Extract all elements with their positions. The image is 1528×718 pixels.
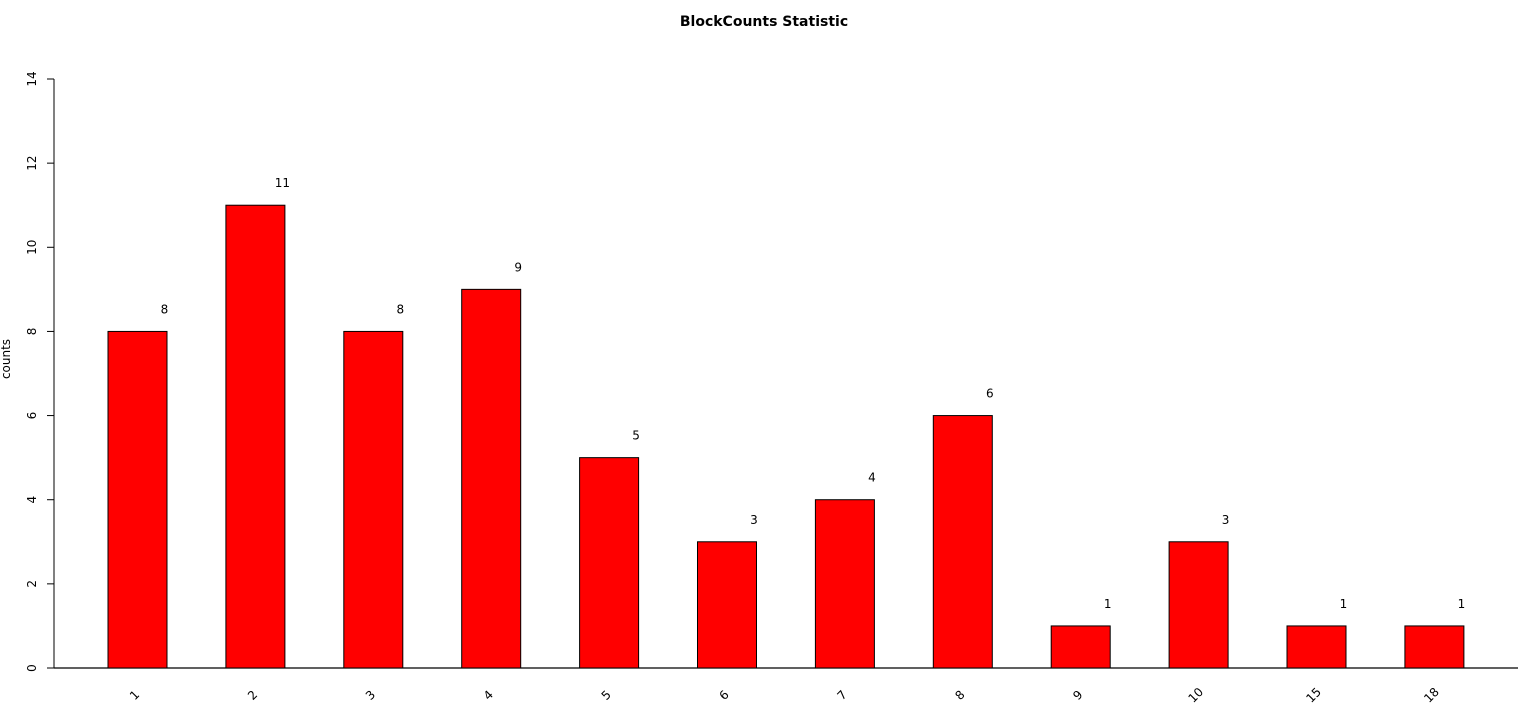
x-tick-label: 15: [1303, 685, 1324, 706]
x-tick-label: 9: [1070, 688, 1085, 703]
bar: [225, 204, 286, 669]
bar: [579, 457, 640, 669]
bars-group: [107, 204, 1465, 669]
data-label: 1: [1458, 597, 1466, 611]
bar: [343, 330, 404, 669]
x-tick-label: 7: [834, 688, 849, 703]
data-label: 8: [161, 302, 169, 316]
data-label: 3: [750, 513, 758, 527]
data-label: 4: [868, 471, 876, 485]
y-tick-label: 8: [25, 328, 39, 336]
x-tick-label: 18: [1421, 685, 1442, 706]
x-tick-label: 5: [599, 688, 614, 703]
x-tick-label: 8: [952, 688, 967, 703]
chart-title: BlockCounts Statistic: [679, 14, 849, 30]
data-label: 11: [275, 176, 290, 190]
bar: [107, 330, 168, 669]
y-axis-label: counts: [0, 339, 13, 379]
data-label: 5: [632, 429, 640, 443]
x-tick-label: 3: [363, 688, 378, 703]
bar: [1286, 625, 1347, 669]
bar: [1168, 541, 1229, 669]
y-tick-label: 6: [25, 412, 39, 420]
x-tick-label: 10: [1185, 685, 1206, 706]
x-tick-label: 4: [481, 688, 496, 703]
y-tick-label: 4: [25, 496, 39, 504]
bar: [1050, 625, 1111, 669]
bar: [814, 499, 875, 669]
y-axis: 0 2 4 6 8 10 12 14: [25, 71, 55, 672]
y-tick-label: 12: [25, 156, 39, 171]
data-label: 8: [396, 302, 404, 316]
data-label: 6: [986, 387, 994, 401]
data-label: 1: [1340, 597, 1348, 611]
x-tick-label: 1: [127, 688, 142, 703]
bar: [461, 288, 522, 669]
data-label: 3: [1222, 513, 1230, 527]
x-tick-label: 6: [717, 688, 732, 703]
bar: [697, 541, 757, 669]
y-tick-label: 10: [25, 240, 39, 255]
y-tick-label: 14: [25, 71, 39, 86]
x-axis: 1 2 3 4 5 6 7 8 9 10 15 18: [54, 667, 1518, 706]
data-label: 1: [1104, 597, 1112, 611]
y-tick-label: 2: [25, 580, 39, 588]
data-label: 9: [514, 260, 522, 274]
x-tick-label: 2: [245, 688, 260, 703]
bar: [932, 415, 993, 669]
y-tick-label: 0: [25, 664, 39, 672]
bar: [1404, 625, 1465, 669]
